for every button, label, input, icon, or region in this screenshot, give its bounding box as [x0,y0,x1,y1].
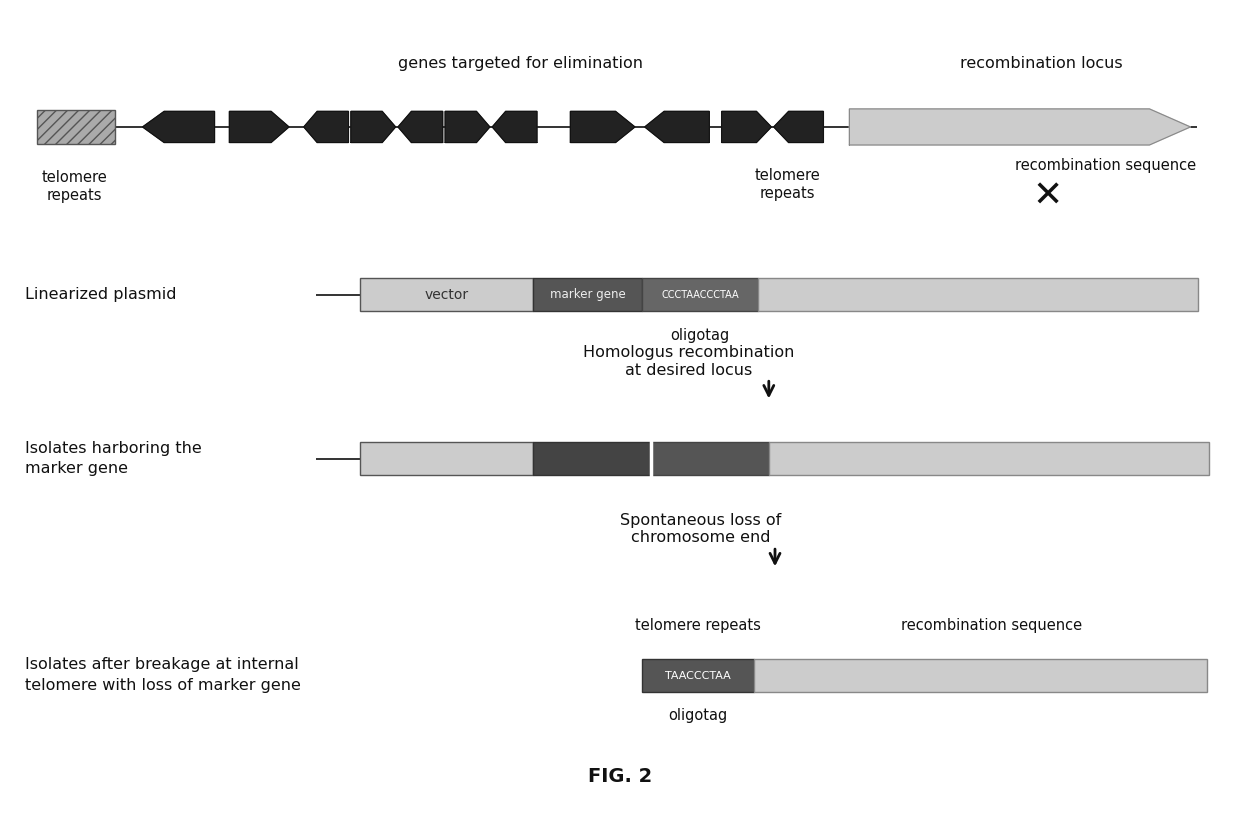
Bar [769,442,1209,475]
Polygon shape [229,111,289,143]
Text: CCCTAACCCTAA: CCCTAACCCTAA [661,290,739,300]
Text: Spontaneous loss of: Spontaneous loss of [620,514,781,528]
Polygon shape [351,111,396,143]
Polygon shape [304,111,348,143]
Text: at desired locus: at desired locus [625,363,751,378]
Text: Homologus recombination: Homologus recombination [583,346,794,360]
Bar [533,442,651,475]
Text: recombination sequence: recombination sequence [901,618,1083,633]
Polygon shape [570,111,635,143]
Text: TAACCCTAA: TAACCCTAA [665,671,732,681]
Bar [642,659,754,692]
Polygon shape [645,111,709,143]
Text: telomere: telomere [754,168,821,183]
Text: marker gene: marker gene [549,288,626,301]
Text: telomere repeats: telomere repeats [635,618,761,633]
Bar [758,278,1198,311]
Bar [651,442,769,475]
Text: recombination locus: recombination locus [960,57,1123,71]
Text: vector: vector [424,287,469,302]
Polygon shape [774,111,823,143]
Text: recombination sequence: recombination sequence [1016,158,1197,173]
Polygon shape [398,111,443,143]
Text: ✕: ✕ [1033,179,1063,214]
Text: repeats: repeats [760,186,815,201]
Text: chromosome end: chromosome end [631,531,770,545]
Text: marker gene: marker gene [25,461,128,476]
Text: Linearized plasmid: Linearized plasmid [25,287,176,302]
Bar [37,110,115,144]
Text: genes targeted for elimination: genes targeted for elimination [398,57,644,71]
Bar [360,278,533,311]
Polygon shape [445,111,490,143]
Polygon shape [849,109,1190,145]
Text: telomere with loss of marker gene: telomere with loss of marker gene [25,678,300,693]
Bar [754,659,1207,692]
Text: oligotag: oligotag [671,328,729,342]
Text: repeats: repeats [47,188,102,203]
Bar [360,442,533,475]
Bar [533,278,642,311]
Polygon shape [722,111,771,143]
Text: telomere: telomere [41,170,108,184]
Bar [642,278,758,311]
Text: FIG. 2: FIG. 2 [588,767,652,786]
Polygon shape [492,111,537,143]
Text: Isolates harboring the: Isolates harboring the [25,441,202,456]
Text: Isolates after breakage at internal: Isolates after breakage at internal [25,657,299,672]
Polygon shape [143,111,215,143]
Text: oligotag: oligotag [668,708,728,723]
